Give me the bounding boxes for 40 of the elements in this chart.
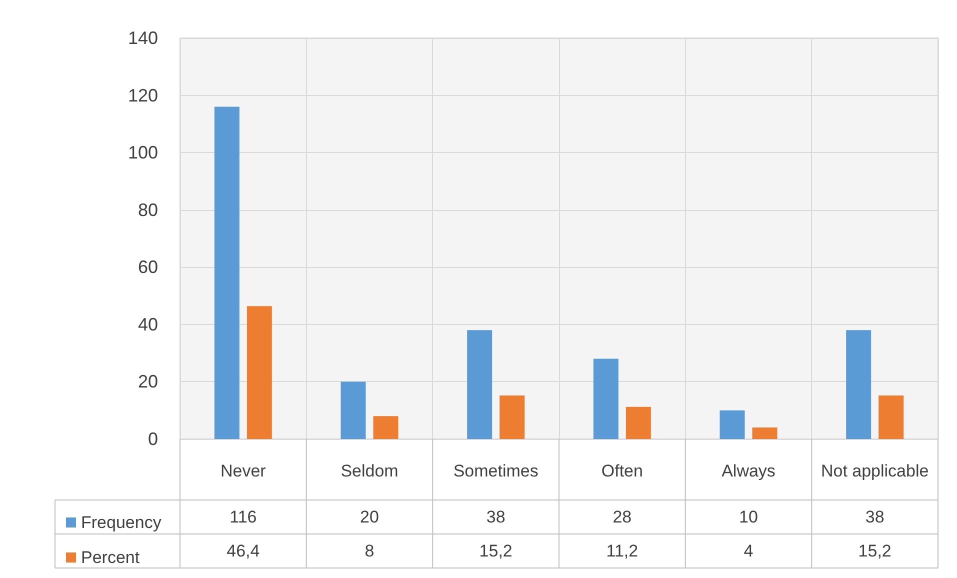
- y-tick-label: 100: [128, 142, 158, 163]
- data-label: 15,2: [858, 542, 892, 560]
- y-tick-label: 80: [138, 200, 158, 220]
- data-label: 38: [865, 508, 884, 526]
- y-tick-label: 120: [128, 85, 158, 106]
- y-tick-label: 60: [138, 257, 158, 278]
- bar: [340, 382, 366, 439]
- data-label: 116: [230, 508, 257, 526]
- data-label: 10: [739, 508, 758, 526]
- legend-label: Percent: [81, 548, 140, 567]
- data-label: 38: [486, 508, 506, 526]
- y-tick-label: 0: [148, 429, 158, 449]
- y-tick-label: 40: [138, 314, 158, 334]
- x-tick-label: Never: [220, 462, 266, 480]
- bar: [720, 410, 745, 439]
- bar: [214, 106, 240, 439]
- x-tick-label: Seldom: [340, 462, 398, 480]
- bar: [373, 416, 398, 439]
- data-label: 15,2: [479, 542, 512, 560]
- bar: [626, 406, 651, 439]
- x-tick-label: Sometimes: [453, 462, 538, 480]
- bar: [846, 330, 872, 439]
- data-label: 28: [612, 508, 632, 526]
- x-tick-label: Always: [722, 462, 776, 480]
- y-tick-label: 20: [138, 372, 158, 392]
- y-tick-label: 140: [128, 28, 158, 48]
- x-tick-label: Not applicable: [820, 462, 929, 480]
- data-label: 11,2: [606, 542, 638, 560]
- data-label: 46,4: [226, 542, 260, 560]
- bar: [500, 395, 525, 439]
- legend-label: Frequency: [81, 513, 162, 532]
- bar: [878, 395, 904, 439]
- bar: [593, 358, 618, 439]
- bar: [467, 330, 492, 439]
- x-tick-label: Often: [601, 462, 643, 480]
- bar: [246, 306, 272, 439]
- data-label: 20: [360, 508, 379, 526]
- data-label: 4: [744, 542, 754, 560]
- data-label: 8: [364, 542, 374, 560]
- bar: [752, 428, 778, 439]
